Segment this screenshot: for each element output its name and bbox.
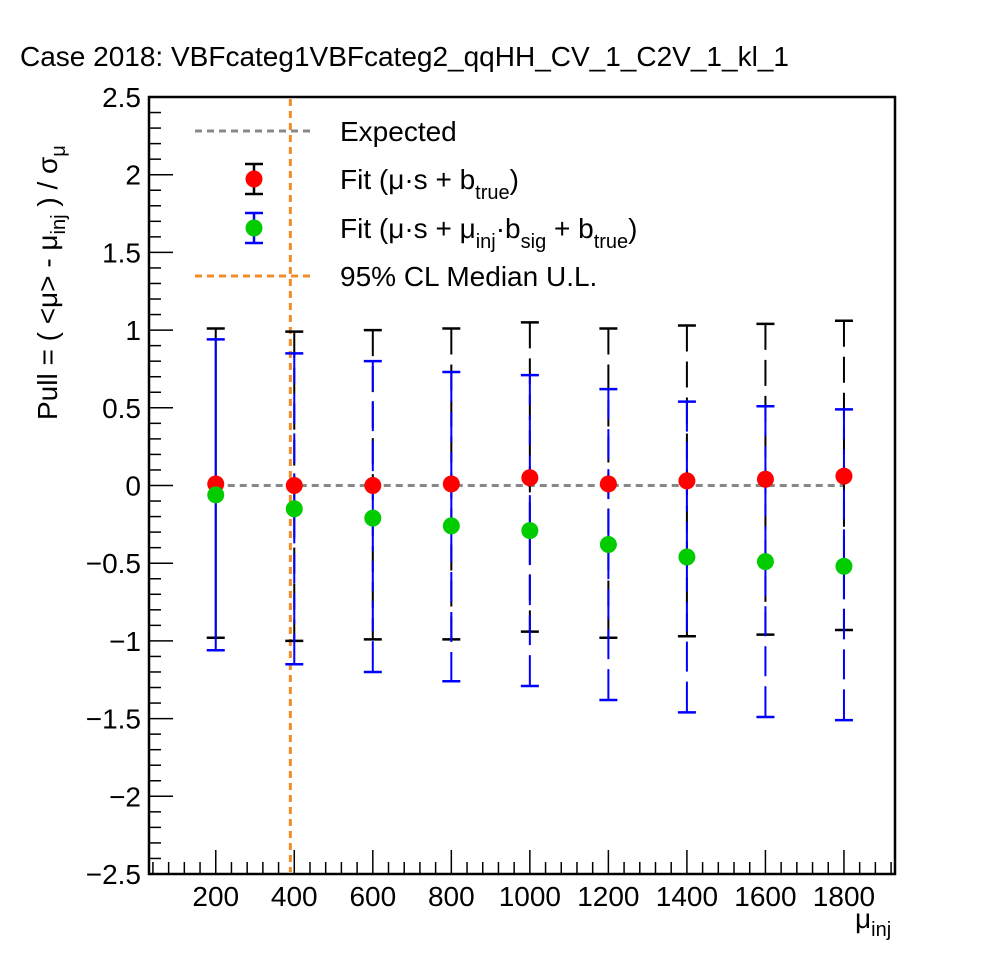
fit-true-point [442,475,460,493]
x-tick-label: 400 [271,881,318,912]
y-tick-label: 2.5 [102,82,141,113]
fit-inj-point [678,548,696,566]
x-tick-label: 1600 [734,881,796,912]
legend-fit-inj-swatch [245,211,263,245]
fit-inj-point [442,517,460,535]
fit-inj-point [756,553,774,571]
fit-inj-point [521,522,539,540]
x-tick-label: 1000 [499,881,561,912]
fit-inj-point [599,536,617,554]
y-tick-label: −0.5 [86,548,141,579]
error-bar [677,400,696,714]
fit-true-point [599,475,617,493]
legend: Expected Fit (μ·s + btrue) Fit (μ·s + μi… [195,116,638,292]
error-bar [442,370,461,683]
legend-fit-true-swatch [245,162,263,196]
fit-inj-point [285,500,303,518]
x-tick-label: 1800 [813,881,875,912]
fit-true-point [285,477,303,494]
error-bar [756,404,775,719]
data-points [207,467,853,575]
error-bars [206,319,853,722]
y-tick-label: 1.5 [102,237,141,268]
error-bar [363,359,382,674]
x-tick-label: 1200 [577,881,639,912]
chart-title: Case 2018: VBFcateg1VBFcateg2_qqHH_CV_1_… [20,41,789,72]
x-axis-label: μinj [855,903,891,941]
y-tick-label: 0 [125,471,141,502]
fit-true-point [756,470,774,488]
legend-fit-inj-label: Fit (μ·s + μinj·bsig + btrue) [340,213,638,253]
y-tick-label: −2.5 [86,859,141,890]
fit-inj-point [835,557,853,575]
fit-inj-point [364,509,382,527]
y-tick-label: −2 [109,781,141,812]
fit-true-point [521,469,539,487]
x-tick-label: 200 [192,881,239,912]
x-tick-label: 800 [428,881,475,912]
tick-labels: −2.5 −2 −1.5 −1 −0.5 0 0.5 1 1.5 2 2.5 200 400 600 800… [86,82,875,912]
axis-ticks [149,96,892,875]
fit-true-point [835,467,853,485]
y-axis-label: Pull = ( <μ> - μinj ) / σμ [32,145,70,420]
y-tick-label: 1 [125,315,141,346]
y-tick-label: 0.5 [102,393,141,424]
legend-median-ul-label: 95% CL Median U.L. [340,261,597,292]
fit-inj-point [207,486,225,504]
fit-true-point [678,472,696,490]
error-bar [834,408,853,722]
x-tick-label: 1400 [656,881,718,912]
legend-fit-true-label: Fit (μ·s + btrue) [340,164,519,204]
y-tick-label: −1.5 [86,704,141,735]
x-tick-label: 600 [349,881,396,912]
y-tick-label: 2 [125,160,141,191]
fit-true-point [364,477,382,494]
error-bar [520,373,539,688]
error-bar [285,352,304,666]
error-bar [599,387,618,702]
legend-expected-label: Expected [340,116,457,147]
y-tick-label: −1 [109,626,141,657]
